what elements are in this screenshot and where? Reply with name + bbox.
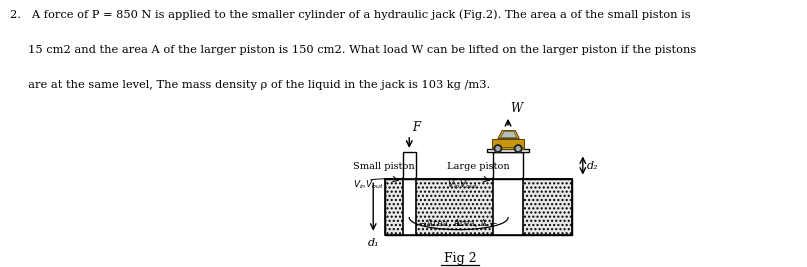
Circle shape: [516, 147, 520, 151]
Text: Large piston: Large piston: [446, 162, 509, 171]
Text: 2.   A force of P = 850 N is applied to the smaller cylinder of a hydraulic jack: 2. A force of P = 850 N is applied to th…: [10, 9, 690, 20]
Polygon shape: [403, 152, 416, 179]
Polygon shape: [385, 179, 572, 235]
Polygon shape: [492, 139, 524, 149]
Text: d₂: d₂: [587, 160, 599, 171]
Text: Fig 2: Fig 2: [444, 253, 476, 265]
Text: W: W: [510, 101, 522, 115]
Circle shape: [494, 145, 502, 152]
Text: $V_{in}V_{out}$: $V_{in}V_{out}$: [446, 178, 478, 191]
Text: Area, A ←: Area, A ←: [453, 218, 497, 227]
Polygon shape: [403, 179, 416, 235]
Polygon shape: [500, 132, 516, 138]
Circle shape: [514, 145, 522, 152]
Polygon shape: [493, 152, 523, 179]
Text: 15 cm2 and the area A of the larger piston is 150 cm2. What load W can be lifted: 15 cm2 and the area A of the larger pist…: [10, 45, 696, 55]
Polygon shape: [498, 131, 519, 139]
Text: Small piston: Small piston: [353, 162, 415, 171]
Text: F: F: [412, 120, 420, 134]
Text: $V_{in}V_{out}$: $V_{in}V_{out}$: [353, 178, 384, 191]
Text: are at the same level, The mass density ρ of the liquid in the jack is 103 kg /m: are at the same level, The mass density …: [10, 80, 490, 90]
Circle shape: [496, 147, 500, 151]
Text: →Area, a: →Area, a: [419, 218, 459, 227]
Polygon shape: [493, 179, 523, 235]
Polygon shape: [487, 149, 529, 152]
Text: d₁: d₁: [367, 238, 379, 248]
